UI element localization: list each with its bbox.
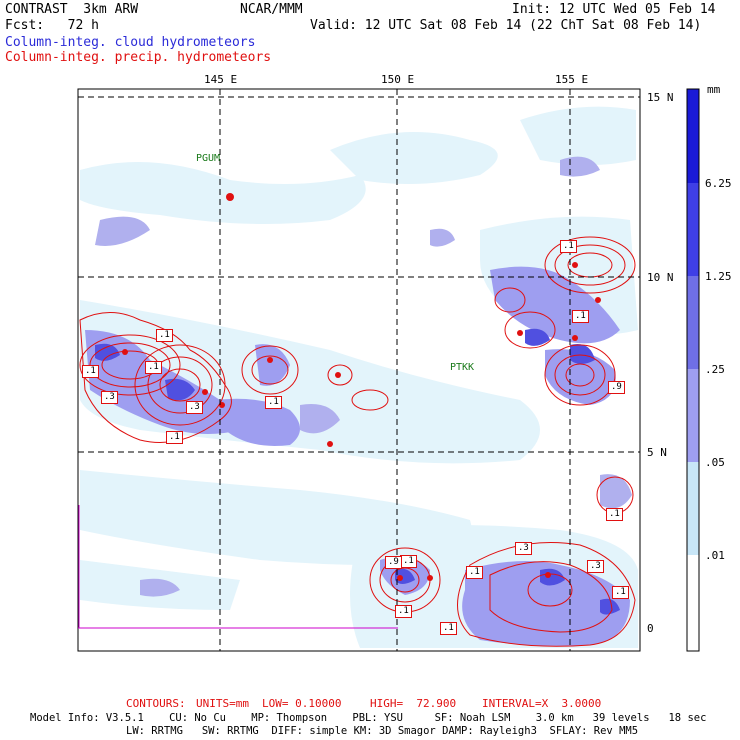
lon-label: 150 E (381, 73, 415, 86)
contour-label: .1 (612, 586, 629, 599)
lat-label: 10 N (647, 271, 674, 284)
colorbar-bin (687, 462, 699, 555)
colorbar-unit: mm (707, 83, 721, 96)
contour-label: .3 (515, 542, 532, 555)
lat-label: 15 N (647, 91, 674, 104)
contour-label: .3 (587, 560, 604, 573)
colorbar-label: .25 (705, 363, 725, 376)
colorbar (686, 88, 700, 652)
contour-label: .1 (440, 622, 457, 635)
contours-units: UNITS=mm (196, 697, 249, 710)
contour-label: .1 (572, 310, 589, 323)
forecast-hour: Fcst: 72 h (5, 18, 99, 33)
colorbar-bin (687, 89, 699, 183)
field-cloud-title: Column-integ. cloud hydrometeors (5, 35, 256, 50)
precip-cores (122, 193, 601, 581)
contour-label: .3 (101, 391, 118, 404)
contours-interval: INTERVAL=X 3.0000 (482, 697, 602, 710)
contour-label: .1 (400, 555, 417, 568)
lat-label: 5 N (647, 446, 667, 459)
lon-label: 155 E (555, 73, 589, 86)
contour-label: .1 (466, 566, 483, 579)
colorbar-label: 6.25 (705, 177, 732, 190)
contour-label: .1 (265, 396, 282, 409)
model-name: CONTRAST 3km ARW (5, 2, 139, 17)
contour-label: .1 (156, 329, 173, 342)
colorbar-bin (687, 183, 699, 276)
init-time: Init: 12 UTC Wed 05 Feb 14 (512, 2, 716, 17)
model-info-line2: LW: RRTMG SW: RRTMG DIFF: simple KM: 3D … (126, 725, 639, 737)
precip-contours (79, 236, 636, 647)
colorbar-bin (687, 276, 699, 369)
lat-label: 0 (647, 622, 654, 635)
contours-low: LOW= 0.10000 (262, 697, 342, 710)
lon-label: 145 E (204, 73, 238, 86)
contour-label: .1 (606, 508, 623, 521)
contour-label: .9 (608, 381, 625, 394)
map-graticule (78, 89, 640, 651)
field-precip-title: Column-integ. precip. hydrometeors (5, 50, 272, 65)
colorbar-bin (687, 555, 699, 651)
model-info-line1: Model Info: V3.5.1 CU: No Cu MP: Thompso… (30, 712, 707, 724)
organization: NCAR/MMM (240, 2, 303, 17)
station-label: PGUM (196, 153, 221, 164)
contour-label: .1 (145, 361, 162, 374)
colorbar-label: .01 (705, 549, 725, 562)
contours-high: HIGH= 72.900 (370, 697, 457, 710)
colorbar-label: .05 (705, 456, 725, 469)
contours-label: CONTOURS: (126, 697, 186, 710)
colorbar-label: 1.25 (705, 270, 732, 283)
colorbar-frame (686, 88, 700, 652)
contour-label: .9 (385, 556, 402, 569)
contour-label: .1 (395, 605, 412, 618)
contour-label: .1 (166, 431, 183, 444)
contour-label: .1 (560, 240, 577, 253)
colorbar-bin (687, 369, 699, 462)
contour-label: .1 (82, 365, 99, 378)
contour-label: .3 (186, 401, 203, 414)
valid-time: Valid: 12 UTC Sat 08 Feb 14 (22 ChT Sat … (310, 18, 702, 33)
station-label: PTKK (450, 362, 475, 373)
